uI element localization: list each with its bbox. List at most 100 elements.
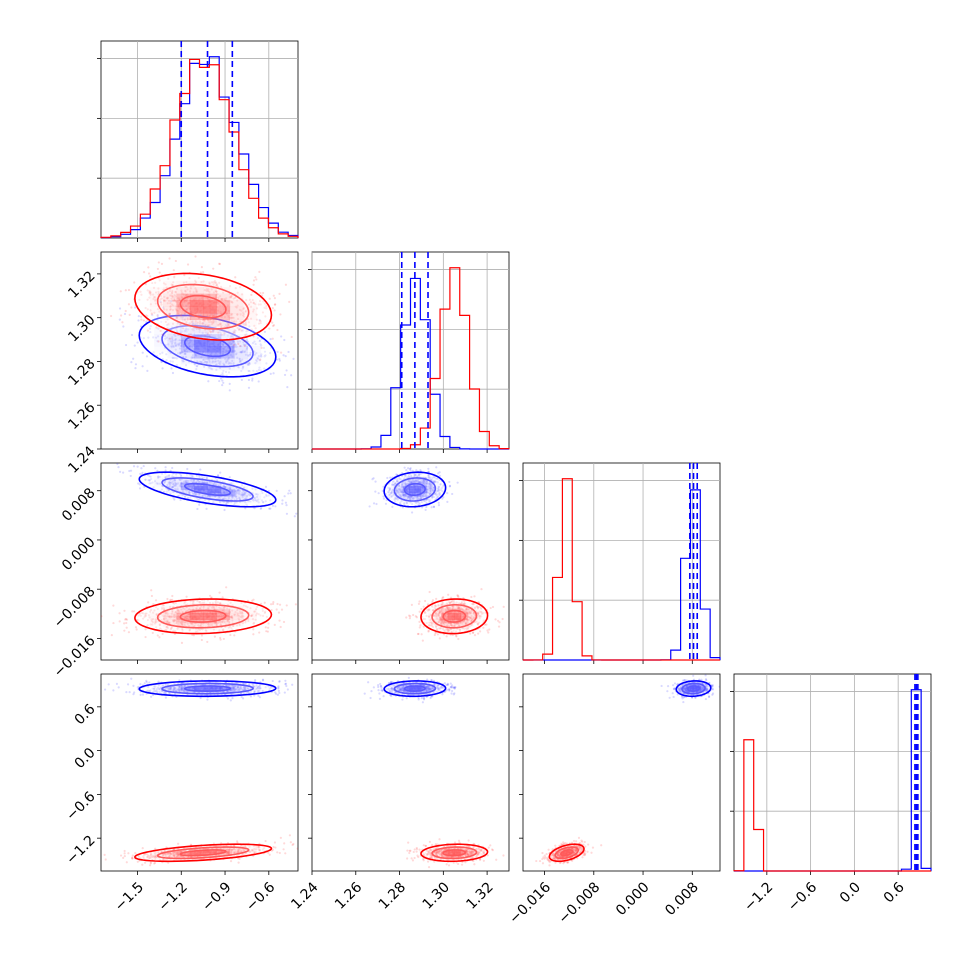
- sample-point: [207, 482, 210, 485]
- sample-point: [229, 362, 233, 365]
- density-cell: [216, 306, 231, 314]
- sample-point: [185, 327, 188, 330]
- sample-point: [156, 314, 159, 317]
- sample-point: [164, 476, 167, 479]
- sample-point: [372, 477, 375, 480]
- sample-point: [231, 494, 234, 497]
- sample-point: [439, 616, 442, 619]
- sample-point: [226, 607, 229, 610]
- sample-point: [448, 606, 451, 610]
- sample-point: [214, 290, 218, 293]
- sample-point: [226, 614, 229, 617]
- density-cell: [167, 328, 182, 335]
- sample-point: [482, 626, 485, 629]
- sample-point: [191, 346, 194, 349]
- sample-point: [218, 495, 221, 498]
- density-cell: [426, 482, 434, 487]
- sample-point: [158, 482, 162, 485]
- sample-point: [452, 605, 455, 608]
- sample-point: [228, 611, 232, 614]
- density-cell: [167, 334, 182, 341]
- sample-point: [244, 491, 247, 494]
- sample-point: [122, 471, 125, 474]
- sample-point: [465, 617, 469, 620]
- sample-point: [182, 292, 185, 295]
- sample-point: [178, 338, 181, 342]
- sample-point: [399, 490, 403, 493]
- sample-point: [467, 616, 470, 619]
- sample-point: [287, 492, 290, 495]
- sample-point: [180, 291, 183, 294]
- sample-point: [174, 342, 177, 345]
- sample-point: [465, 607, 468, 611]
- sample-point: [198, 600, 202, 603]
- sample-point: [169, 307, 172, 311]
- sample-point: [185, 473, 189, 476]
- sample-point: [115, 459, 117, 461]
- sample-point: [154, 606, 158, 609]
- sample-point: [156, 267, 159, 271]
- sample-point: [184, 481, 187, 484]
- sample-point: [178, 484, 182, 487]
- sample-point: [402, 494, 405, 497]
- sample-point: [196, 365, 199, 368]
- sample-point: [465, 629, 468, 632]
- sample-point: [392, 483, 395, 487]
- density-cell: [447, 623, 455, 627]
- sample-point: [123, 609, 126, 612]
- sample-point: [229, 616, 232, 619]
- sample-point: [218, 591, 221, 594]
- sample-point: [241, 314, 245, 317]
- sample-point: [208, 495, 211, 499]
- sample-point: [422, 479, 425, 482]
- sample-point: [230, 317, 233, 320]
- sample-point: [203, 476, 206, 479]
- density-cell: [149, 616, 164, 620]
- sample-point: [435, 597, 438, 600]
- sample-point: [173, 275, 176, 278]
- sample-point: [192, 608, 195, 611]
- sample-point: [208, 298, 211, 301]
- sample-point: [183, 623, 186, 627]
- sample-point: [428, 500, 431, 503]
- sample-point: [439, 618, 442, 622]
- sample-point: [268, 351, 272, 355]
- sample-point: [220, 373, 223, 376]
- sample-point: [239, 611, 242, 615]
- sample-point: [251, 342, 255, 345]
- sample-point: [223, 332, 226, 335]
- sample-point: [278, 680, 281, 683]
- sample-point: [401, 491, 404, 494]
- sample-point: [205, 481, 208, 484]
- sample-point: [226, 334, 229, 337]
- sample-point: [161, 604, 164, 607]
- sample-point: [214, 600, 217, 603]
- sample-point: [419, 481, 422, 484]
- density-cell: [163, 609, 177, 614]
- sample-point: [477, 632, 480, 635]
- sample-point: [415, 480, 418, 483]
- sample-point: [223, 497, 226, 500]
- sample-point: [230, 316, 233, 319]
- sample-point: [213, 635, 216, 638]
- sample-point: [191, 475, 194, 478]
- sample-point: [152, 618, 155, 621]
- sample-point: [243, 333, 247, 336]
- sample-point: [282, 354, 285, 357]
- sample-point: [253, 621, 256, 625]
- sample-point: [469, 632, 472, 635]
- sample-point: [451, 492, 454, 496]
- sample-point: [411, 479, 414, 482]
- sample-point: [265, 494, 268, 498]
- sample-point: [192, 484, 195, 487]
- sample-point: [430, 621, 433, 624]
- sample-point: [150, 618, 153, 621]
- sample-point: [466, 618, 469, 621]
- density-cell: [414, 499, 422, 504]
- sample-point: [206, 481, 209, 485]
- sample-point: [422, 480, 425, 483]
- sample-point: [401, 486, 404, 489]
- sample-point: [171, 309, 175, 312]
- sample-point: [447, 624, 451, 628]
- sample-point: [146, 308, 149, 311]
